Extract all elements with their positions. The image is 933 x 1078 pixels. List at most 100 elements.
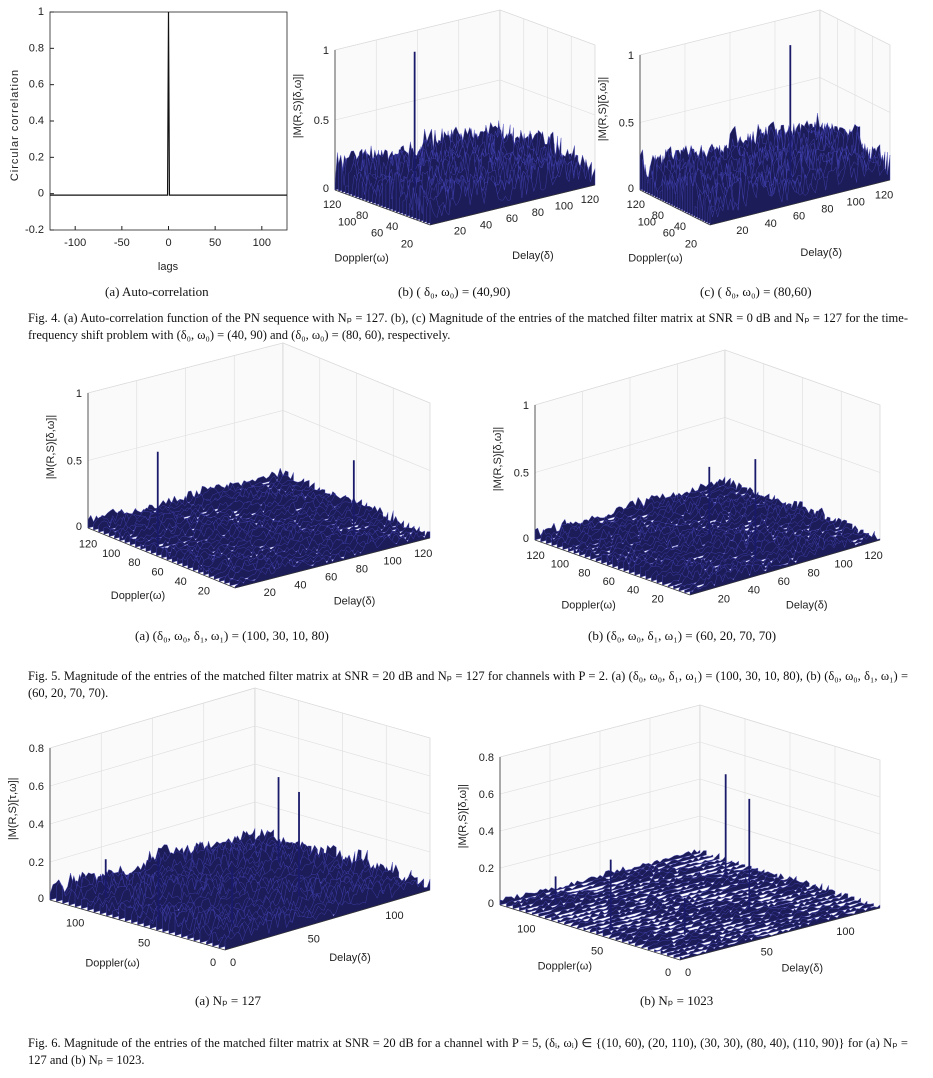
fig5b-doppler-tick-label: 40 bbox=[627, 585, 639, 597]
fig5b-delay-tick-label: 20 bbox=[718, 593, 730, 605]
fig4c-doppler-tick-label: 80 bbox=[652, 210, 664, 222]
fig5a-surface-row bbox=[234, 531, 431, 589]
fig5b-surface-row bbox=[562, 486, 753, 551]
fig4a-subcaption: (a) Auto-correlation bbox=[105, 284, 209, 299]
fig6b-z-gridline bbox=[499, 815, 881, 872]
fig6b-delay-tick-label: 100 bbox=[836, 926, 854, 938]
fig4c-delay-tick-label: 40 bbox=[765, 218, 777, 230]
fig6a-subcaption: (a) Nₚ = 127 bbox=[195, 993, 261, 1008]
fig6b-surface-row bbox=[673, 903, 874, 959]
fig4a-ytick-label: 0 bbox=[38, 188, 44, 200]
fig4a-ytick-label: 1 bbox=[38, 6, 44, 18]
fig5b-doppler-tick-label: 100 bbox=[551, 559, 569, 571]
fig4c-surface-row bbox=[709, 154, 891, 226]
fig4c-z-label: |M(R,S)[δ,ω]| bbox=[597, 77, 609, 141]
fig4c-doppler-tick-label: 100 bbox=[638, 216, 656, 228]
fig4b-doppler-tick-label: 100 bbox=[338, 216, 356, 228]
fig6a-doppler-tick-label: 50 bbox=[138, 937, 150, 949]
fig5b-delay-tick-label: 100 bbox=[834, 559, 852, 571]
fig4c-delay-tick-label: 100 bbox=[847, 197, 865, 209]
fig4c-surface-plot bbox=[639, 9, 891, 226]
fig6a-doppler-tick-label: 0 bbox=[210, 957, 216, 969]
fig4c-z-gridline bbox=[639, 77, 891, 123]
fig5b-doppler-tick-label: 120 bbox=[526, 550, 544, 562]
fig4c-delay-tick-label: 20 bbox=[736, 225, 748, 237]
fig5-caption: Fig. 5. Magnitude of the entries of the … bbox=[28, 669, 908, 700]
fig4c-subcaption: (c) ( δ₀, ω₀) = (80,60) bbox=[700, 284, 812, 299]
fig5a-z-tick-label: 1 bbox=[76, 388, 82, 400]
fig6b-z-gridline bbox=[499, 741, 881, 798]
fig6b-surface-row bbox=[679, 904, 881, 961]
fig6b-z-tick-label: 0.8 bbox=[479, 752, 494, 764]
fig6a-z-label: |M(R,S)[τ,ω]| bbox=[7, 777, 19, 840]
fig4a-xtick-label: 50 bbox=[209, 237, 221, 249]
fig4a-xtick-label: -50 bbox=[114, 237, 130, 249]
fig4c-z-tick-label: 0.5 bbox=[619, 118, 634, 130]
fig6b-surface-row bbox=[666, 900, 868, 957]
fig4c-z-tick-label: 0 bbox=[628, 183, 634, 195]
fig4c-doppler-tick-label: 40 bbox=[674, 221, 686, 233]
fig6a-z-tick-label: 0.6 bbox=[29, 781, 44, 793]
fig6b-doppler-tick-label: 50 bbox=[591, 945, 603, 957]
fig5b-floor-axes bbox=[534, 539, 881, 596]
fig5a-delay-tick-label: 60 bbox=[325, 571, 337, 583]
fig6b-surface-row bbox=[596, 875, 797, 935]
fig5b-z-tick-label: 1 bbox=[523, 400, 529, 412]
fig4a-ytick-label: 0.4 bbox=[29, 115, 44, 127]
fig5a-delay-tick-label: 20 bbox=[264, 587, 276, 599]
fig4b-z-tick-label: 0.5 bbox=[314, 115, 329, 127]
fig6a-delay-tick-label: 0 bbox=[230, 957, 236, 969]
fig5b-delay-tick-label: 80 bbox=[808, 567, 820, 579]
fig5a-z-tick-label: 0.5 bbox=[67, 456, 82, 468]
fig6b-z-tick-label: 0.2 bbox=[479, 863, 494, 875]
fig6a-delay-label: Delay(δ) bbox=[329, 952, 371, 964]
fig6b-surface-row bbox=[589, 875, 791, 933]
fig4a-ytick-label: 0.2 bbox=[29, 151, 44, 163]
fig6a-floor-axes bbox=[49, 889, 431, 951]
fig6a-z-gridline bbox=[49, 687, 431, 749]
fig4a-xtick-label: 0 bbox=[165, 237, 171, 249]
fig4b-z-label: |M(R,S)[δ,ω]| bbox=[292, 74, 304, 138]
fig4-caption: Fig. 4. (a) Auto-correlation function of… bbox=[28, 311, 908, 342]
fig5b-z-tick-label: 0 bbox=[523, 533, 529, 545]
fig6b-z-tick-label: 0 bbox=[488, 898, 494, 910]
fig6b-delay-tick-label: 50 bbox=[761, 947, 773, 959]
fig5a-doppler-tick-label: 40 bbox=[175, 576, 187, 588]
fig4c-delay-label: Delay(δ) bbox=[800, 247, 842, 259]
fig5b-z-gridline bbox=[534, 349, 881, 406]
fig4b-surface-row bbox=[429, 158, 596, 226]
fig6b-z-tick-label: 0.4 bbox=[479, 826, 494, 838]
fig6b-z-label: |M(R,S)[δ,ω]| bbox=[457, 784, 469, 848]
fig4b-floor-axes bbox=[334, 184, 596, 226]
fig5b-z-gridline bbox=[534, 417, 881, 473]
fig6b-doppler-tick-label: 100 bbox=[517, 924, 535, 936]
fig4b-doppler-label: Doppler(ω) bbox=[334, 253, 388, 265]
fig4b-delay-tick-label: 80 bbox=[532, 207, 544, 219]
fig6b-delay-label: Delay(δ) bbox=[781, 962, 823, 974]
fig6b-surface-row bbox=[621, 883, 823, 943]
fig5b-delay-label: Delay(δ) bbox=[786, 600, 828, 612]
fig5b-delay-tick-label: 120 bbox=[864, 550, 882, 562]
fig4b-delay-tick-label: 60 bbox=[506, 213, 518, 225]
fig4c-doppler-tick-label: 120 bbox=[627, 199, 645, 211]
fig6b-surface-row bbox=[609, 880, 810, 939]
fig4b-doppler-tick-label: 20 bbox=[401, 238, 413, 250]
fig4a-correlation-line bbox=[50, 11, 287, 196]
fig6a-z-tick-label: 0.4 bbox=[29, 819, 44, 831]
fig4c-delay-tick-label: 60 bbox=[793, 211, 805, 223]
fig5a-doppler-tick-label: 120 bbox=[79, 538, 97, 550]
fig4c-doppler-tick-label: 60 bbox=[663, 227, 675, 239]
fig5a-z-tick-label: 0 bbox=[76, 521, 82, 533]
fig5a-doppler-tick-label: 20 bbox=[198, 586, 210, 598]
fig5a-doppler-label: Doppler(ω) bbox=[111, 590, 165, 602]
fig4c-z-tick-label: 1 bbox=[628, 50, 634, 62]
fig6a-z-tick-label: 0.8 bbox=[29, 743, 44, 755]
fig5a-z-gridline bbox=[87, 410, 431, 471]
fig5a-floor-axes bbox=[87, 527, 431, 589]
fig4b-delay-tick-label: 20 bbox=[454, 226, 466, 238]
fig6b-surface-row bbox=[499, 849, 701, 906]
fig4c-delay-tick-label: 120 bbox=[875, 189, 893, 201]
fig6b-doppler-tick-label: 0 bbox=[665, 967, 671, 979]
fig6b-surface-plot bbox=[499, 704, 881, 961]
fig4b-delay-label: Delay(δ) bbox=[512, 250, 554, 262]
